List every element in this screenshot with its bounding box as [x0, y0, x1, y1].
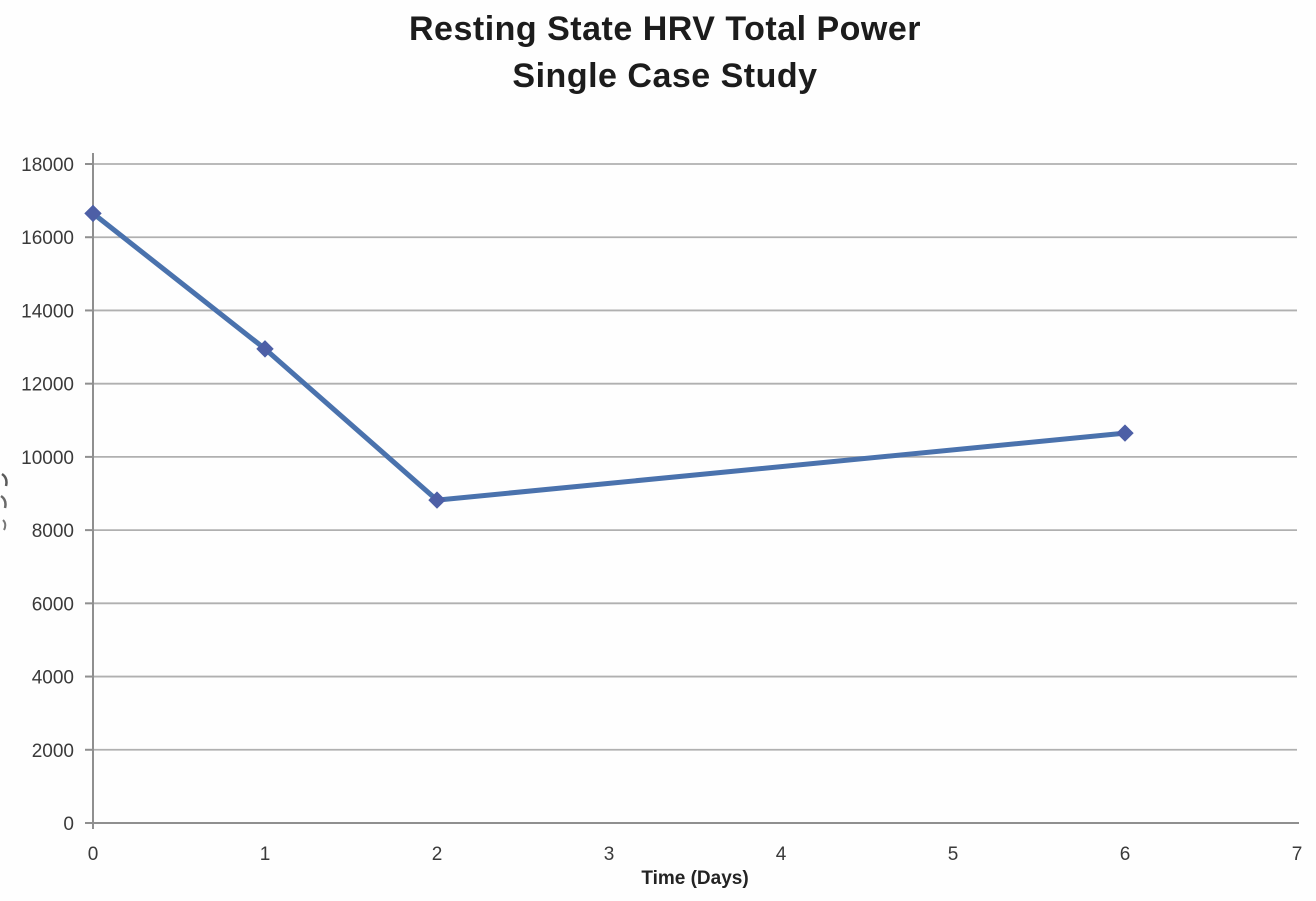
y-tick-label-10000: 10000 [21, 448, 74, 469]
data-point-marker-day-1 [256, 340, 274, 358]
x-tick-label-2: 2 [432, 844, 443, 865]
y-tick-label-4000: 4000 [32, 668, 74, 689]
y-tick-label-14000: 14000 [21, 301, 74, 322]
y-tick-label-0: 0 [63, 814, 74, 835]
chart-title: Resting State HRV Total Power Single Cas… [0, 6, 1316, 100]
data-point-marker-day-2 [428, 491, 446, 509]
data-point-marker-day-6 [1116, 424, 1134, 442]
y-tick-label-2000: 2000 [32, 741, 74, 762]
y-axis-title-clipped-fragment [0, 466, 8, 538]
x-tick-label-0: 0 [88, 844, 99, 865]
x-tick-label-4: 4 [776, 844, 787, 865]
y-tick-label-16000: 16000 [21, 228, 74, 249]
x-tick-label-7: 7 [1292, 844, 1303, 865]
series-line [90, 210, 1128, 503]
x-tick-label-5: 5 [948, 844, 959, 865]
y-tick-label-6000: 6000 [32, 594, 74, 615]
chart-title-line2: Single Case Study [512, 57, 818, 95]
y-tick-label-12000: 12000 [21, 375, 74, 396]
y-tick-label-18000: 18000 [21, 155, 74, 176]
x-tick-label-6: 6 [1120, 844, 1131, 865]
y-tick-label-8000: 8000 [32, 521, 74, 542]
x-axis-title: Time (Days) [641, 868, 749, 889]
x-tick-label-3: 3 [604, 844, 615, 865]
data-point-marker-day-0 [84, 204, 102, 223]
x-tick-label-1: 1 [260, 844, 271, 865]
chart-title-line1: Resting State HRV Total Power [409, 10, 921, 48]
